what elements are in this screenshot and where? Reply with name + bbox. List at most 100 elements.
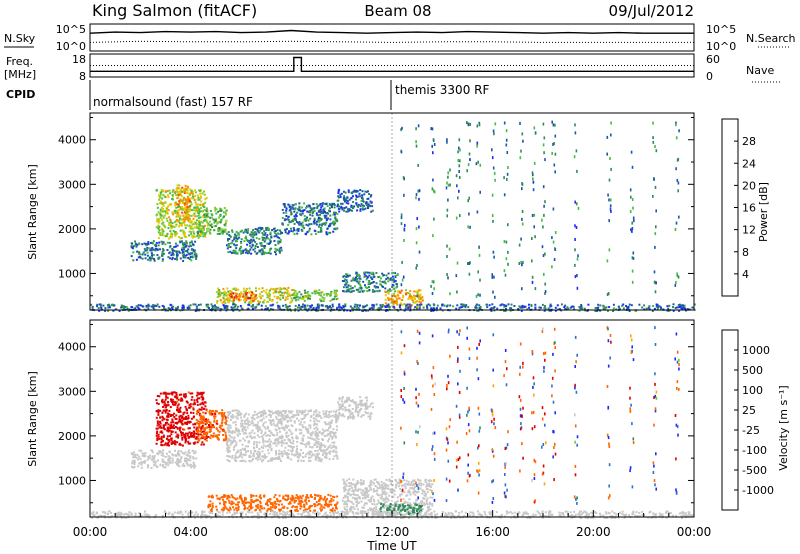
scatter-point	[395, 302, 398, 305]
scatter-point	[358, 287, 361, 290]
scatter-point	[126, 307, 129, 310]
scatter-point	[188, 431, 191, 434]
scatter-point	[229, 434, 231, 437]
scatter-point	[319, 208, 322, 211]
scatter-point	[678, 306, 681, 308]
scatter-point	[199, 196, 202, 199]
streak-point	[631, 198, 634, 201]
scatter-point	[193, 199, 196, 201]
scatter-point	[226, 293, 229, 296]
scatter-point	[198, 189, 201, 192]
scatter-point	[195, 432, 198, 435]
scatter-point	[325, 219, 328, 221]
scatter-point	[200, 393, 203, 396]
scatter-point	[194, 195, 197, 197]
scatter-point	[414, 306, 417, 309]
scatter-point	[355, 305, 358, 308]
scatter-point	[195, 215, 198, 218]
scatter-region	[226, 226, 284, 256]
scatter-point	[356, 278, 359, 281]
scatter-point	[328, 410, 331, 413]
streak-point	[534, 287, 537, 291]
scatter-point	[246, 435, 249, 438]
scatter-point	[161, 431, 164, 434]
scatter-point	[159, 212, 162, 215]
scatter-point	[273, 411, 276, 414]
scatter-point	[178, 453, 181, 456]
scatter-point	[161, 190, 163, 193]
scatter-point	[182, 231, 185, 234]
scatter-point	[272, 291, 275, 294]
scatter-point	[274, 438, 277, 441]
scatter-point	[681, 307, 684, 310]
scatter-point	[191, 435, 194, 438]
scatter-point	[252, 231, 255, 234]
scatter-point	[303, 295, 306, 298]
scatter-point	[172, 230, 175, 233]
scatter-point	[171, 442, 174, 444]
scatter-point	[306, 309, 309, 312]
scatter-point	[596, 309, 598, 312]
streak-point	[519, 121, 521, 125]
scatter-point	[335, 292, 337, 295]
scatter-point	[279, 430, 281, 433]
scatter-point	[150, 305, 153, 308]
scatter-point	[510, 303, 513, 306]
streak-point	[503, 176, 505, 180]
streak-point	[400, 222, 403, 226]
scatter-point	[195, 307, 198, 310]
scatter-point	[333, 289, 336, 292]
streak-point	[521, 182, 524, 186]
scatter-point	[265, 440, 267, 443]
scatter-point	[242, 295, 245, 298]
scatter-point	[199, 403, 202, 406]
scatter-point	[204, 427, 207, 430]
scatter-region	[155, 188, 208, 240]
scatter-point	[282, 223, 284, 226]
scatter-point	[418, 295, 421, 298]
scatter-point	[215, 218, 218, 221]
streak-point	[608, 178, 611, 182]
scatter-point	[192, 411, 195, 414]
scatter-point	[140, 466, 143, 469]
streak-point	[431, 144, 433, 148]
scatter-point	[680, 307, 683, 310]
scatter-point	[303, 289, 306, 292]
scatter-point	[260, 228, 263, 231]
scatter-point	[169, 257, 171, 260]
scatter-point	[368, 279, 371, 282]
scatter-point	[178, 225, 181, 228]
scatter-point	[349, 309, 352, 312]
scatter-point	[284, 206, 287, 209]
scatter-point	[237, 288, 240, 291]
scatter-point	[159, 191, 162, 194]
scatter-point	[157, 221, 160, 224]
scatter-point	[354, 285, 356, 288]
scatter-point	[580, 304, 583, 306]
scatter-point	[175, 201, 177, 204]
scatter-point	[174, 443, 177, 446]
scatter-point	[174, 449, 176, 452]
scatter-point	[430, 310, 433, 312]
scatter-point	[364, 406, 367, 409]
scatter-point	[315, 410, 318, 413]
scatter-point	[363, 271, 365, 274]
scatter-point	[605, 306, 608, 309]
scatter-point	[181, 190, 184, 193]
scatter-point	[683, 307, 686, 310]
scatter-point	[321, 454, 324, 456]
scatter-point	[302, 298, 304, 300]
streak-point	[521, 217, 523, 221]
scatter-point	[320, 228, 323, 231]
scatter-point	[138, 243, 141, 246]
scatter-point	[187, 458, 190, 461]
scatter-point	[308, 450, 311, 453]
scatter-point	[262, 237, 265, 240]
scatter-point	[285, 215, 288, 217]
scatter-point	[233, 436, 236, 439]
colorbar-tick-label: 12	[742, 224, 756, 237]
scatter-point	[260, 446, 263, 449]
scatter-point	[159, 416, 162, 419]
scatter-point	[316, 432, 319, 435]
scatter-point	[166, 415, 169, 418]
